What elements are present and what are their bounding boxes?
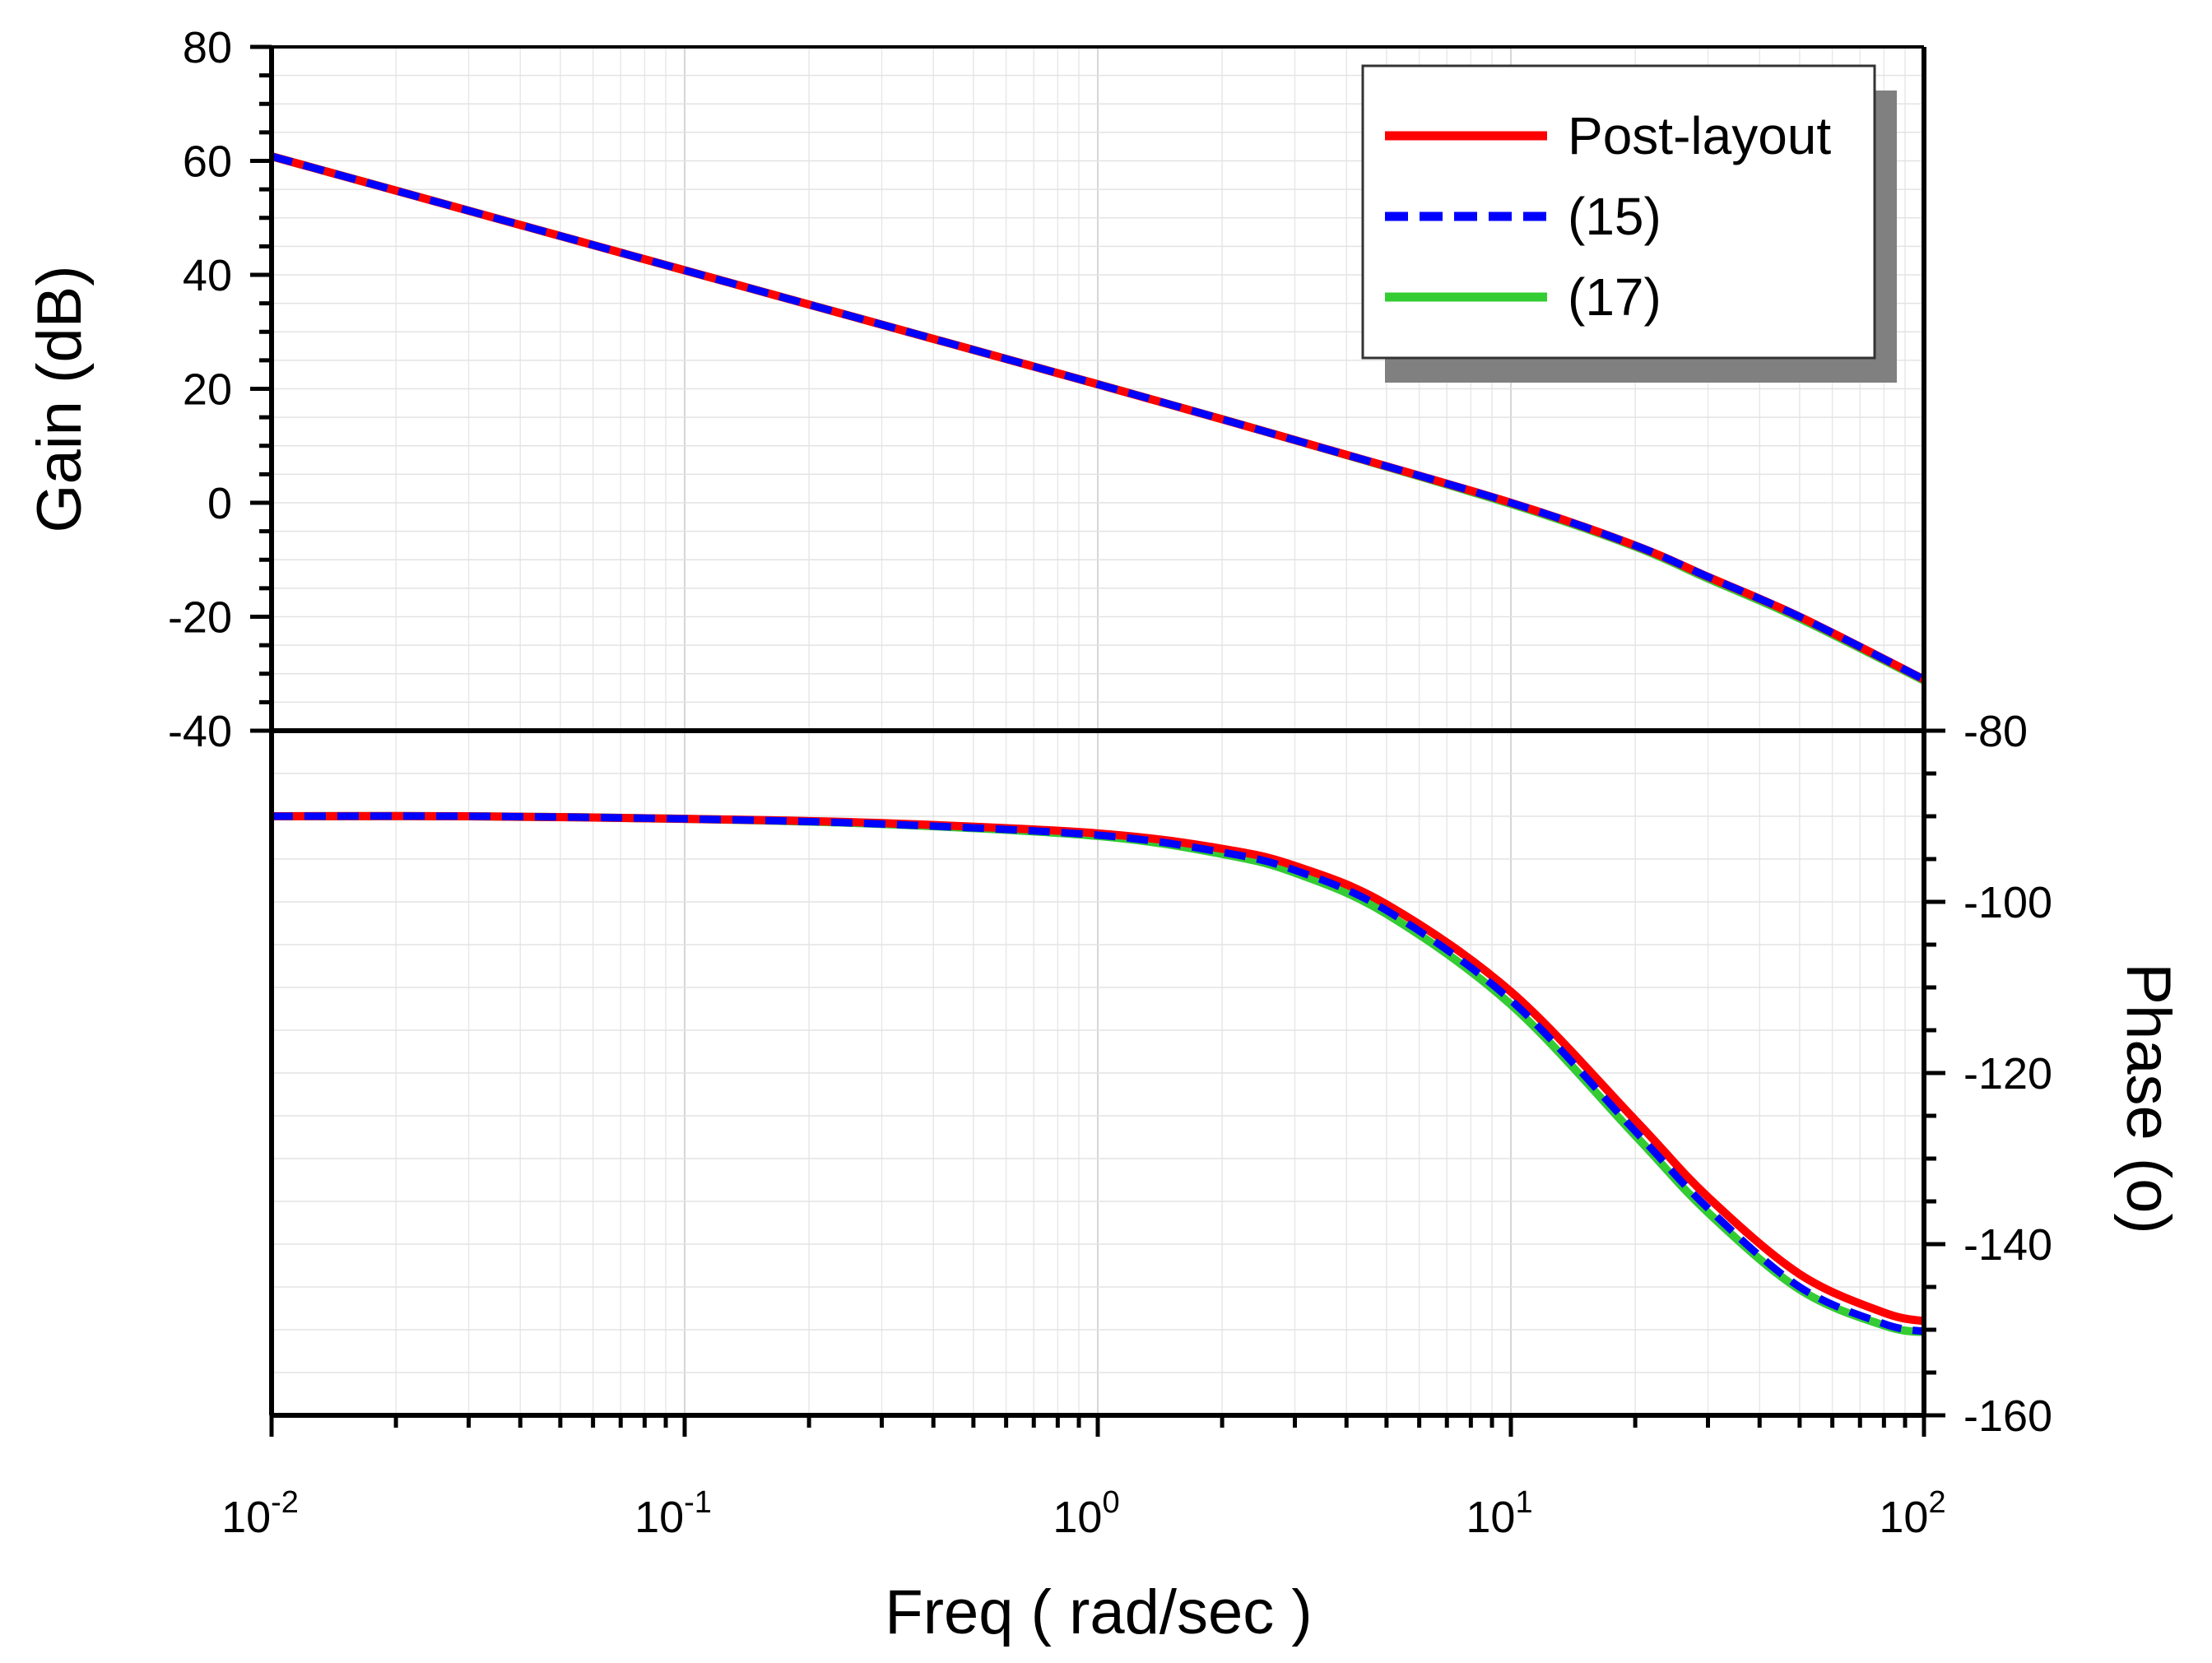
x-tick-label: 102	[1879, 1485, 1945, 1542]
gain-axis-title: Gain (dB)	[25, 265, 95, 532]
x-tick-label-exponent: 2	[1928, 1485, 1945, 1520]
x-tick-label: 10-2	[221, 1485, 299, 1542]
legend-label: (15)	[1568, 187, 1661, 246]
legend: Post-layout (15) (17)	[1361, 64, 1897, 383]
legend-label: (17)	[1568, 267, 1661, 327]
phase-y-tick-label: -160	[1963, 1391, 2052, 1441]
x-tick-label-base: 10	[1879, 1493, 1928, 1542]
phase-y-tick-label: -120	[1963, 1049, 2052, 1099]
x-tick-label-base: 10	[221, 1493, 271, 1542]
gain-y-tick-label: -40	[168, 707, 232, 756]
gain-series-eq15	[270, 152, 1926, 683]
x-tick-label-exponent: -1	[684, 1485, 712, 1520]
x-tick-label-exponent: 1	[1515, 1485, 1532, 1520]
x-tick-label-base: 10	[1466, 1493, 1515, 1542]
phase-axis-title: Phase (o)	[2113, 963, 2183, 1234]
gain-y-tick-label: 40	[183, 251, 232, 300]
x-tick-label: 10-1	[634, 1485, 712, 1542]
phase-y-tick-label: -100	[1963, 878, 2052, 927]
gain-y-tick-label: 80	[183, 23, 232, 72]
tick-labels: 10-2 10-1 100 101 102-40-20020406080-160-140…	[168, 23, 2052, 1542]
gain-y-tick-label: -20	[168, 593, 232, 643]
plot-lines	[270, 152, 1926, 1337]
phase-series-eq15	[271, 812, 1925, 1336]
gain-y-tick-label: 0	[207, 479, 232, 528]
phase-y-tick-label: -140	[1963, 1220, 2052, 1270]
legend-label: Post-layout	[1568, 106, 1831, 165]
axis-ticks	[250, 44, 1945, 1437]
gain-y-tick-label: 20	[183, 365, 232, 415]
x-tick-label: 101	[1466, 1485, 1532, 1542]
gain-y-tick-label: 60	[183, 137, 232, 187]
phase-y-tick-label: -80	[1963, 707, 2028, 756]
legend-box	[1361, 64, 1876, 360]
x-tick-label-exponent: -2	[271, 1485, 299, 1520]
x-tick-label-base: 10	[634, 1493, 684, 1542]
x-tick-label-exponent: 0	[1102, 1485, 1119, 1520]
x-tick-label-base: 10	[1053, 1493, 1102, 1542]
x-tick-label: 100	[1053, 1485, 1119, 1542]
x-axis-title: Freq ( rad/sec )	[885, 1577, 1312, 1647]
legend-items: Post-layout (15) (17)	[1385, 106, 1831, 327]
